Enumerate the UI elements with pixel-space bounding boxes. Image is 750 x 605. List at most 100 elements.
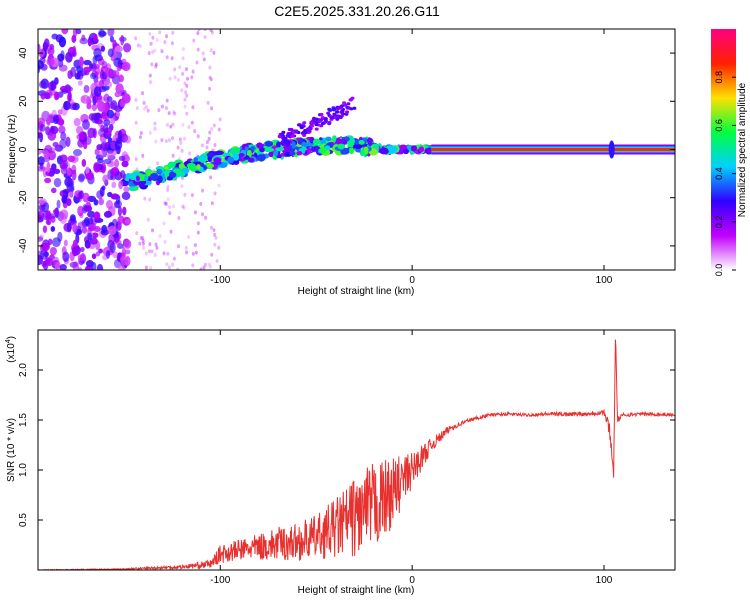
spectrogram-noise-blob xyxy=(53,168,61,175)
spectrogram-faint-blob xyxy=(143,196,147,201)
spectrogram-faint-blob xyxy=(171,204,175,209)
spectrogram-noise-blob xyxy=(110,100,118,111)
spectrogram-noise-blob xyxy=(47,47,55,56)
spectrogram-trace-blob xyxy=(238,153,245,158)
spectrogram-faint-blob xyxy=(147,249,151,254)
spectrogram-streak-blob xyxy=(349,107,354,111)
spectrogram-noise-blob xyxy=(91,261,97,270)
spectrogram-noise-blob xyxy=(80,94,90,104)
colorbar-tick-label: 0.8 xyxy=(714,71,724,84)
spectrogram-faint-blob xyxy=(201,212,205,217)
snr-y-tick-label: 2.0 xyxy=(18,363,29,377)
spectrogram-faint-blob xyxy=(166,197,170,202)
spectrogram-faint-blob xyxy=(204,215,208,220)
spectrogram-noise-blob xyxy=(61,88,68,94)
spectrogram-faint-blob xyxy=(212,50,216,55)
spectrogram-noise-blob xyxy=(114,139,123,150)
spectrogram-noise-blob xyxy=(77,80,83,86)
snr-y-tick-label: 1.0 xyxy=(18,463,29,477)
spectrogram-noise-blob xyxy=(102,174,109,183)
spectrogram-faint-blob xyxy=(168,205,172,210)
spectrogram-y-tick-label: -20 xyxy=(18,190,29,205)
spectrogram-trace-blob xyxy=(178,162,185,170)
snr-multiplier: (x104) xyxy=(5,336,17,363)
spectrogram-faint-blob xyxy=(171,30,175,35)
spectrogram-noise-blob xyxy=(60,50,65,60)
spectrogram-noise-blob xyxy=(49,247,57,256)
spectrogram-faint-blob xyxy=(190,193,194,198)
spectrogram-x-label: Height of straight line (km) xyxy=(298,286,415,297)
spectrogram-marks xyxy=(38,29,675,270)
spectrogram-faint-blob xyxy=(209,225,213,230)
spectrogram-faint-blob xyxy=(158,234,162,239)
spectrogram-noise-blob xyxy=(110,168,118,177)
spectrogram-faint-blob xyxy=(191,251,195,256)
spectrogram-faint-blob xyxy=(205,145,209,150)
spectrogram-trace-blob xyxy=(402,148,409,155)
spectrogram-faint-blob xyxy=(178,65,182,70)
spectrogram-faint-blob xyxy=(180,88,184,93)
spectrogram-faint-blob xyxy=(207,262,211,267)
spectrogram-streak-blob xyxy=(328,108,333,112)
spectrogram-noise-blob xyxy=(52,141,59,148)
spectrogram-faint-blob xyxy=(163,40,167,45)
spectrogram-noise-blob xyxy=(54,91,60,100)
spectrogram-faint-blob xyxy=(208,130,212,135)
snr-series-line xyxy=(38,339,675,570)
spectrogram-faint-blob xyxy=(196,221,200,226)
spectrogram-faint-blob xyxy=(154,64,158,69)
spectrogram-faint-blob xyxy=(138,135,142,140)
spectrogram-trace-blob xyxy=(259,147,266,153)
spectrogram-trace-blob xyxy=(167,161,176,168)
carrier-line xyxy=(431,148,675,151)
spectrogram-noise-blob xyxy=(117,243,124,249)
spectrogram-faint-blob xyxy=(206,100,210,105)
spectrogram-trace-blob xyxy=(273,149,279,157)
spectrogram-noise-blob xyxy=(56,199,61,209)
spectrogram-trace-blob xyxy=(264,140,274,147)
spectrogram-streak-blob xyxy=(320,115,325,120)
spectrogram-noise-blob xyxy=(117,205,123,217)
spectrogram-noise-blob xyxy=(71,169,77,181)
spectrogram-faint-blob xyxy=(164,201,168,206)
spectrogram-faint-blob xyxy=(156,161,160,166)
spectrogram-noise-blob xyxy=(85,172,94,181)
spectrogram-x-tick-label: 0 xyxy=(409,275,415,286)
spectrogram-noise-blob xyxy=(38,156,45,166)
spectrogram-noise-blob xyxy=(70,66,77,77)
spectrogram-faint-blob xyxy=(210,30,214,35)
spectrogram-trace-blob xyxy=(256,154,266,162)
spectrogram-faint-blob xyxy=(209,77,213,82)
spectrogram-noise-blob xyxy=(52,209,59,215)
spectrogram-faint-blob xyxy=(190,120,194,125)
spectrogram-noise-blob xyxy=(101,61,108,69)
spectrogram-noise-blob xyxy=(58,125,66,134)
spectrogram-trace-blob xyxy=(291,141,296,149)
spectrogram-trace-blob xyxy=(135,175,140,182)
spectrogram-noise-blob xyxy=(96,190,104,199)
spectrogram-noise-blob xyxy=(93,226,101,232)
spectrogram-faint-blob xyxy=(187,234,191,239)
spectrogram-noise-blob xyxy=(106,152,114,159)
spectrogram-noise-blob xyxy=(117,130,123,142)
spectrogram-faint-blob xyxy=(141,245,145,250)
spectrogram-noise-blob xyxy=(59,264,67,270)
spectrogram-noise-blob xyxy=(92,95,97,106)
snr-y-tick-label: 1.5 xyxy=(18,413,29,427)
spectrogram-trace-blob xyxy=(349,147,354,155)
spectrogram-streak-blob xyxy=(345,110,350,114)
spectrogram-streak-blob xyxy=(317,119,322,123)
spectrogram-trace-blob xyxy=(296,151,303,156)
spectrogram-noise-blob xyxy=(114,258,122,269)
spectrogram-faint-blob xyxy=(183,104,187,109)
spectrogram-streak-blob xyxy=(323,117,328,121)
spectrogram-faint-blob xyxy=(196,230,200,235)
spectrogram-noise-blob xyxy=(103,119,111,126)
spectrogram-faint-blob xyxy=(191,263,195,268)
spectrogram-noise-blob xyxy=(115,111,121,118)
spectrogram-noise-blob xyxy=(106,109,115,119)
spectrogram-x-tick-label: -100 xyxy=(210,275,230,286)
spectrogram-faint-blob xyxy=(191,105,195,110)
spectrogram-faint-blob xyxy=(146,217,150,222)
